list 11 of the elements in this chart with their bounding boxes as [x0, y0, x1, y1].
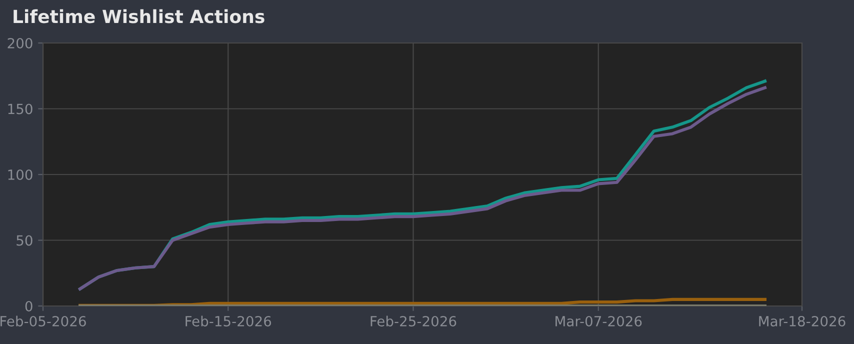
- y-tick-label: 0: [25, 300, 32, 312]
- y-tick-label: 200: [8, 38, 32, 48]
- x-tick-label: Mar-07-2026: [556, 316, 642, 326]
- y-tick-label: 150: [8, 104, 32, 114]
- chart-title: Lifetime Wishlist Actions: [14, 9, 264, 24]
- x-tick-label: Mar-18-2026: [759, 316, 846, 326]
- x-tick-label: Feb-05-2026: [0, 316, 86, 326]
- y-tick-label: 50: [16, 235, 32, 246]
- y-tick-label: 100: [8, 169, 32, 180]
- x-tick-label: Feb-15-2026: [186, 316, 272, 326]
- x-tick-label: Feb-25-2026: [370, 316, 456, 326]
